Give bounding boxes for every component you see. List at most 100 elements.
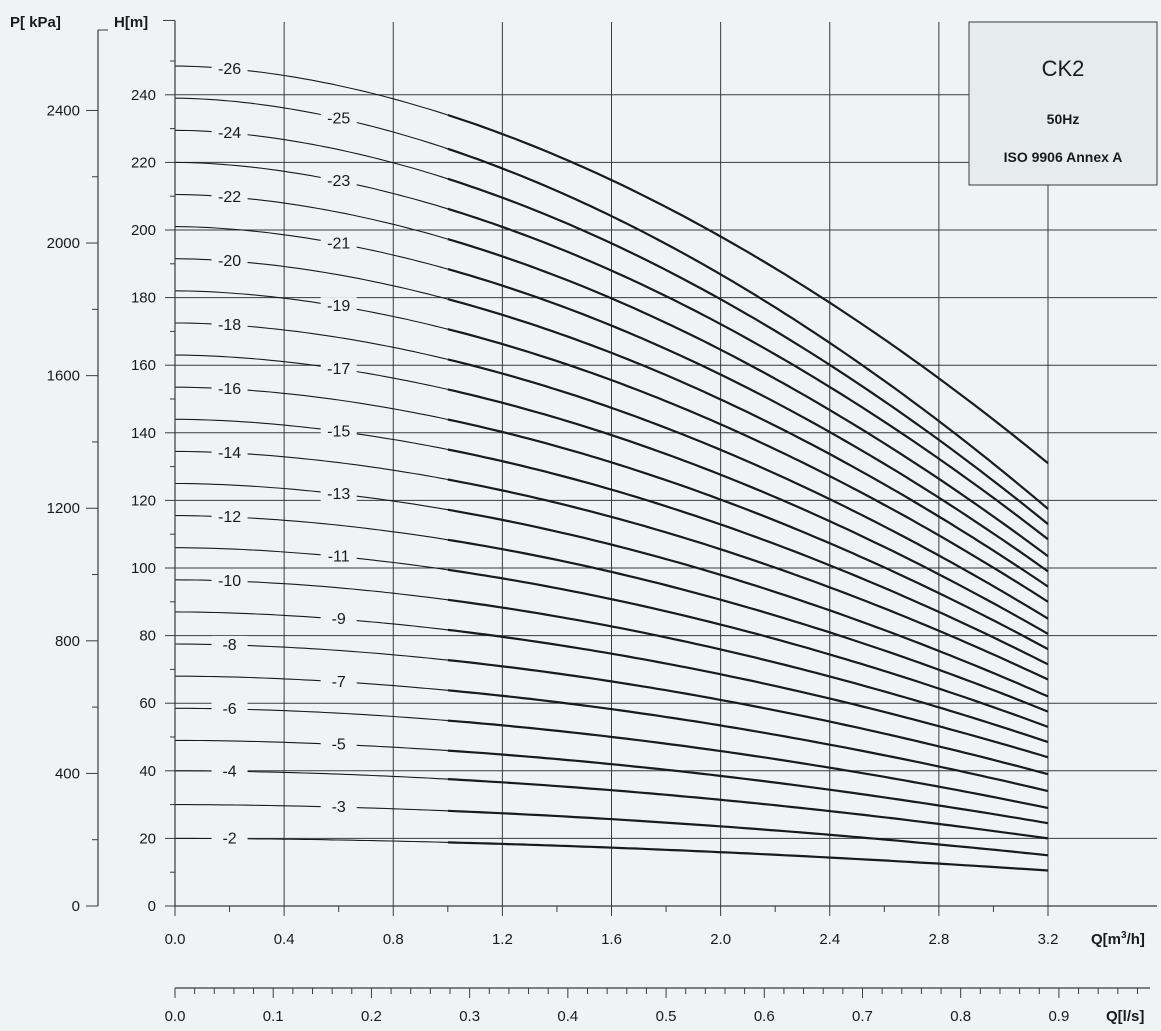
- curve-13-thick: [447, 508, 1049, 698]
- x2-tick-label: 0.9: [1048, 1008, 1069, 1025]
- x-tick-label: 2.4: [819, 931, 840, 948]
- x-tick-label: 0.8: [383, 931, 404, 948]
- curve-label: -5: [332, 736, 346, 753]
- curve-26-thick: [447, 113, 1049, 465]
- y2-tick-label: 400: [55, 765, 80, 782]
- x-tick-label: 1.2: [492, 931, 513, 948]
- curve-16-thick: [447, 418, 1049, 651]
- curve-label-bg: [320, 109, 357, 128]
- curve-label-bg: [211, 571, 248, 590]
- y-tick-label: 140: [131, 425, 156, 442]
- curve-15-thick: [447, 448, 1049, 666]
- curve-label: -17: [327, 361, 350, 378]
- curve-label-bg: [320, 547, 357, 566]
- x2-tick-label: 0.6: [754, 1008, 775, 1025]
- curve-label: -2: [222, 831, 236, 848]
- y2-tick-label: 1200: [47, 500, 80, 517]
- curve-20-thick: [447, 298, 1049, 588]
- curve-label-bg: [211, 315, 248, 334]
- curve-19-thick: [447, 328, 1049, 603]
- curve-label: -13: [327, 486, 350, 503]
- curve-6-thick: [447, 719, 1049, 810]
- curve-11-thick: [447, 568, 1049, 728]
- y-tick-label: 220: [131, 154, 156, 171]
- curve-labels: -2 -3 -4 -5 -6 -7 -8 -9 -10 -11 -12 -13 -14 -15 -16 -17…: [211, 59, 357, 848]
- curve-23-thick: [447, 207, 1049, 541]
- y-tick-label: 160: [131, 357, 156, 374]
- curve-label: -8: [222, 637, 236, 654]
- curve-2-thick: [447, 841, 1049, 872]
- y-tick-label: 100: [131, 560, 156, 577]
- curve-7-thick: [447, 689, 1049, 793]
- x2-tick-label: 0.3: [459, 1008, 480, 1025]
- y2-tick-label: 800: [55, 633, 80, 650]
- y-axis-title: H[m]: [114, 14, 148, 31]
- y-tick-label: 0: [148, 898, 156, 915]
- y-tick-label: 80: [139, 628, 156, 645]
- curve-label-bg: [320, 171, 357, 190]
- curve-label-bg: [211, 699, 248, 718]
- curve-15-thin: [175, 418, 448, 451]
- y2-tick-label: 2400: [47, 102, 80, 119]
- curve-label: -9: [332, 611, 346, 628]
- curve-17-thin: [175, 354, 448, 390]
- curve-label: -26: [218, 61, 241, 78]
- curve-label: -3: [332, 799, 346, 816]
- curve-label-bg: [320, 798, 357, 817]
- curve-3-thick: [447, 809, 1049, 857]
- x-tick-label: 3.2: [1038, 931, 1059, 948]
- x-tick-label: 0.4: [274, 931, 295, 948]
- curve-10-thick: [447, 598, 1049, 744]
- y-tick-label: 240: [131, 87, 156, 104]
- x-tick-label: 1.6: [601, 931, 622, 948]
- x2-tick-label: 0.7: [852, 1008, 873, 1025]
- curve-label: -4: [222, 763, 236, 780]
- curve-label-bg: [211, 187, 248, 206]
- y-tick-label: 120: [131, 492, 156, 509]
- y-tick-label: 60: [139, 695, 156, 712]
- curve-label: -14: [218, 445, 241, 462]
- curve-label-bg: [211, 635, 248, 654]
- curve-21-thin: [174, 226, 448, 270]
- y2-tick-label: 1600: [47, 368, 80, 385]
- legend-box-frame: [968, 21, 1158, 186]
- curve-label-bg: [320, 484, 357, 503]
- curve-5-thin: [175, 739, 448, 752]
- curve-label-bg: [320, 234, 357, 253]
- x-axis-title: Q[m3/h]: [1091, 930, 1145, 948]
- curve-label-bg: [211, 507, 248, 526]
- y2-tick-label: 2000: [47, 235, 80, 252]
- curve-label-bg: [320, 422, 357, 441]
- curve-7-thin: [175, 675, 448, 691]
- x2-tick-label: 0.2: [361, 1008, 382, 1025]
- curve-22-thick: [447, 238, 1049, 558]
- y2-axis-title: P[ kPa]: [10, 14, 61, 31]
- curve-label: -23: [327, 173, 350, 190]
- curve-9-thin: [174, 611, 448, 631]
- curve-13-thin: [175, 482, 448, 511]
- curve-3-thin: [175, 804, 448, 812]
- y-tick-label: 180: [131, 290, 156, 307]
- curve-4-thick: [447, 778, 1049, 840]
- curve-17-thick: [447, 388, 1049, 635]
- x2-tick-label: 0.5: [656, 1008, 677, 1025]
- y-tick-label: 20: [139, 830, 156, 847]
- x-tick-label: 2.0: [710, 931, 731, 948]
- curve-label-bg: [211, 443, 248, 462]
- curve-label-bg: [320, 735, 357, 754]
- curve-23-thin: [174, 161, 448, 210]
- x-tick-label: 0.0: [165, 931, 186, 948]
- curve-label: -18: [218, 317, 241, 334]
- curve-label: -20: [218, 253, 241, 270]
- curve-9-thick: [447, 628, 1049, 759]
- curve-label-bg: [211, 379, 248, 398]
- curve-label: -19: [327, 298, 350, 315]
- frequency-label: 50Hz: [1047, 111, 1080, 127]
- curve-label: -16: [218, 381, 241, 398]
- curve-label: -6: [222, 701, 236, 718]
- curve-label-bg: [320, 672, 357, 691]
- legend-box: CK2 50Hz ISO 9906 Annex A: [968, 21, 1158, 186]
- curve-label-bg: [320, 610, 357, 629]
- curve-label-bg: [211, 829, 248, 848]
